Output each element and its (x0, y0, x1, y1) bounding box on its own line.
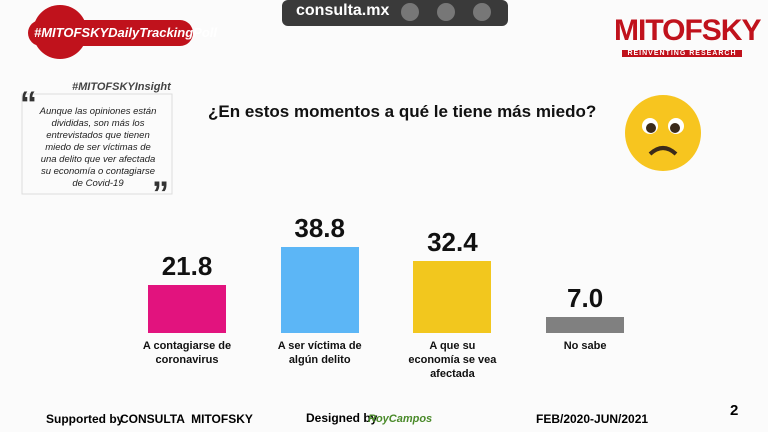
chart-title: ¿En estos momentos a qué le tiene más mi… (208, 102, 597, 121)
bar (280, 246, 359, 333)
youtube-icon[interactable] (473, 3, 491, 21)
site[interactable]: consulta.mx (296, 2, 390, 19)
tagline: REINVENTING RESEARCH (622, 50, 742, 57)
insight-text: Aunque las opiniones están divididas, so… (39, 106, 157, 189)
value-label: 38.8 (294, 212, 345, 243)
hashtag-badge (28, 20, 193, 46)
designed-label: Designed by (306, 411, 378, 425)
value-label: 32.4 (427, 227, 478, 258)
facebook-icon[interactable] (437, 3, 455, 21)
hashtag: #MITOFSKYDailyTrackingPoll (34, 25, 218, 40)
category-label: A contagiarse de coronavirus (142, 340, 232, 366)
category-label: A ser víctima de algún delito (277, 340, 362, 366)
category-label: A que su economía se vea afectada (408, 340, 497, 380)
value-label: 7.0 (567, 283, 604, 314)
value-label: 21.8 (161, 250, 213, 281)
category-label: No sabe (563, 340, 607, 352)
bar (413, 261, 492, 333)
insight-tag: #MITOFSKYInsight (72, 81, 171, 93)
designer: RoyCampos (368, 413, 433, 425)
brand: MITOFSKY (614, 14, 761, 47)
quote-box (21, 93, 173, 195)
supported-by: CONSULTA MITOFSKY (120, 412, 253, 426)
worried-emoji (625, 95, 701, 171)
twitter-icon[interactable] (401, 3, 419, 21)
supported-label: Supported by (46, 412, 124, 426)
bar (148, 284, 226, 333)
period: FEB/2020-JUN/2021 (536, 412, 649, 426)
page-number: 2 (730, 402, 739, 419)
close-quote: ” (152, 175, 169, 213)
bar (546, 317, 625, 333)
open-quote: “ (20, 85, 37, 123)
